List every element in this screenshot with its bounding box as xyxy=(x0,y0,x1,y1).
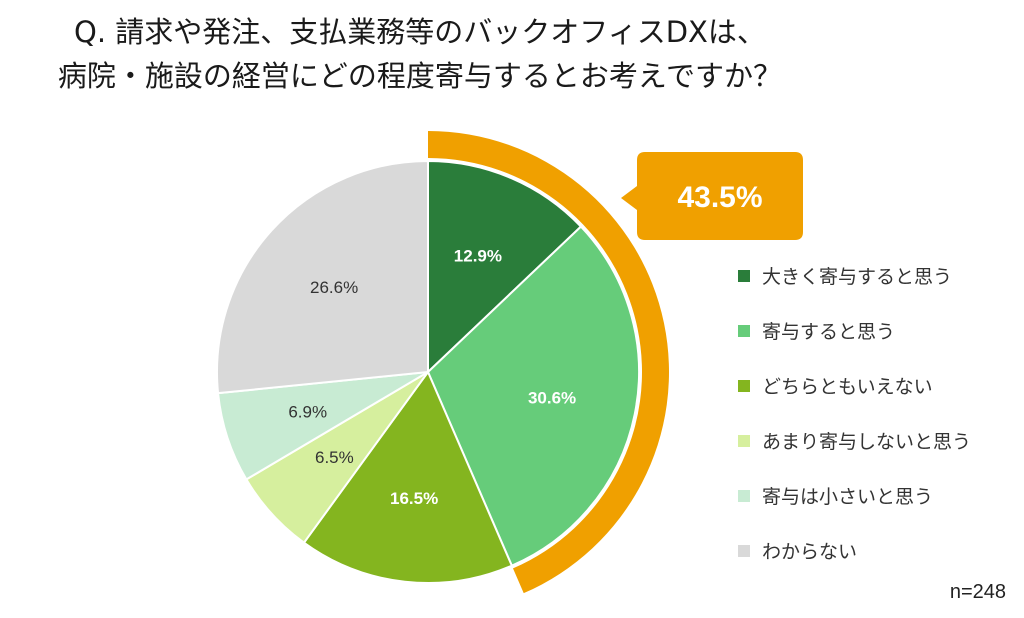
pie-slice-3 xyxy=(302,369,514,584)
legend-label-4: あまり寄与しないと思う xyxy=(762,431,971,453)
slice-label-6: 26.6% xyxy=(310,278,358,297)
legend-label-3: どちらともいえない xyxy=(762,376,933,398)
legend-swatch-6 xyxy=(738,545,750,557)
highlight-arc xyxy=(428,131,670,594)
slice-label-5: 6.9% xyxy=(288,402,327,421)
legend: 大きく寄与すると思う寄与すると思うどちらともいえないあまり寄与しないと思う寄与は… xyxy=(738,266,971,563)
pie-slice-6 xyxy=(216,159,429,395)
highlight-value: 43.5% xyxy=(677,181,762,214)
chart-title-line-1: Q. 請求や発注、支払業務等のバックオフィスDXは、 xyxy=(74,15,766,49)
legend-swatch-1 xyxy=(738,270,750,282)
chart-title-line-2: 病院・施設の経営にどの程度寄与するとお考えですか？ xyxy=(57,59,783,93)
pie-slice-1 xyxy=(427,159,583,375)
pie-slice-2 xyxy=(426,225,640,567)
legend-label-5: 寄与は小さいと思う xyxy=(762,486,933,508)
sample-size: n=248 xyxy=(949,581,1006,603)
slice-label-4: 6.5% xyxy=(315,448,354,467)
highlight-group: 43.5% xyxy=(428,131,803,594)
pie-slices: 12.9% 30.6% 16.5% 6.5% 6.9% 26.6% xyxy=(216,159,640,584)
highlight-callout xyxy=(621,152,803,240)
legend-swatch-5 xyxy=(738,490,750,502)
legend-label-6: わからない xyxy=(762,541,857,563)
slice-label-2: 30.6% xyxy=(528,388,576,407)
legend-swatch-3 xyxy=(738,380,750,392)
legend-label-1: 大きく寄与すると思う xyxy=(762,266,952,288)
legend-label-2: 寄与すると思う xyxy=(762,321,895,343)
legend-swatch-4 xyxy=(738,435,750,447)
chart-title: Q. 請求や発注、支払業務等のバックオフィスDXは、 病院・施設の経営にどの程度… xyxy=(0,10,840,98)
legend-swatch-2 xyxy=(738,325,750,337)
slice-label-3: 16.5% xyxy=(390,489,438,508)
slice-label-1: 12.9% xyxy=(454,247,502,266)
